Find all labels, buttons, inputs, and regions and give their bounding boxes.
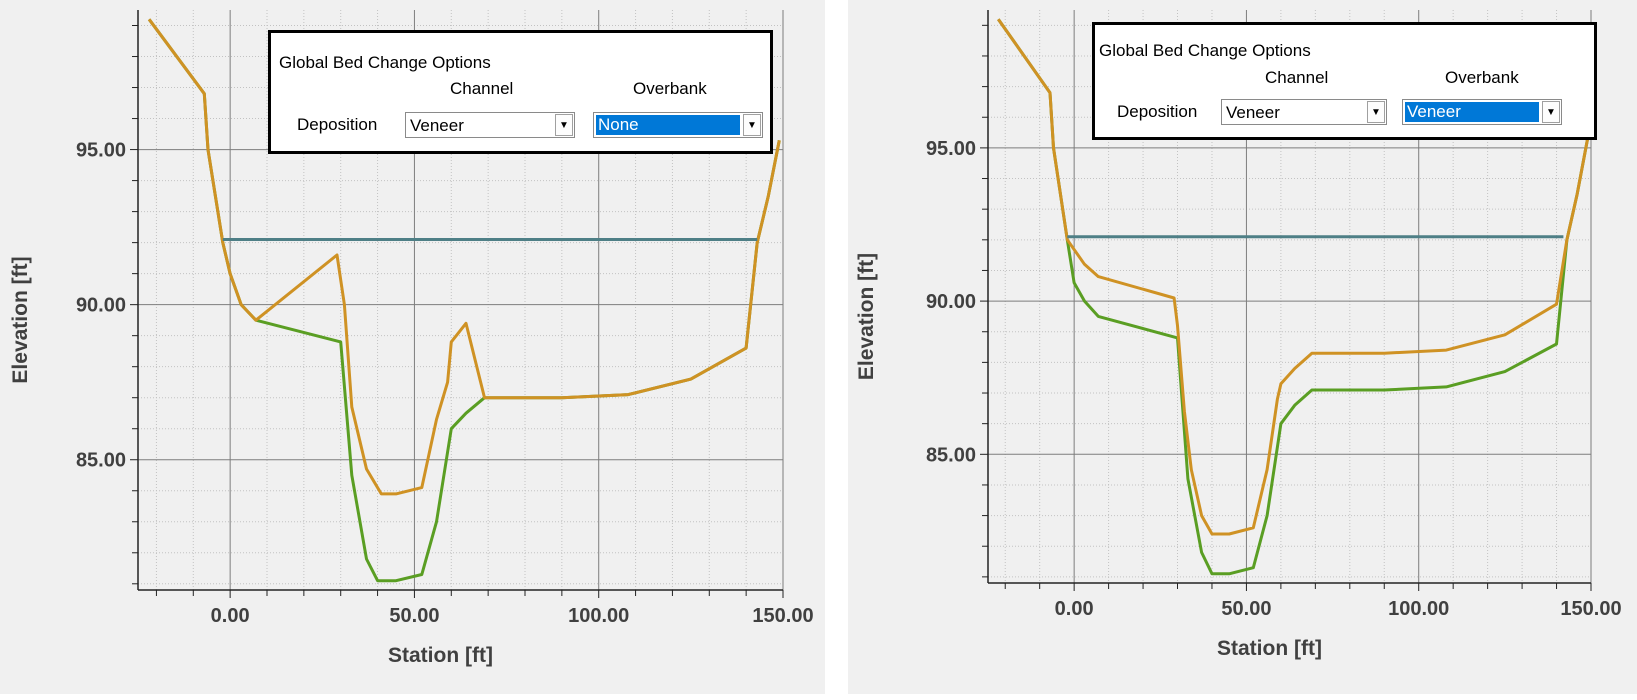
y-tick-label: 90.00 [926, 291, 976, 313]
series-line-after [997, 18, 1590, 536]
x-tick-label: 0.00 [211, 605, 250, 627]
y-tick-label: 95.00 [76, 140, 126, 162]
deposition-label: Deposition [297, 115, 378, 134]
x-axis-title: Station [ft] [1217, 637, 1322, 660]
overbank-column-header: Overbank [633, 79, 707, 98]
chevron-down-icon[interactable]: ▼ [555, 114, 573, 136]
x-axis-title: Station [ft] [388, 644, 493, 667]
options-title: Global Bed Change Options [279, 53, 491, 72]
chevron-down-icon[interactable]: ▼ [743, 114, 761, 136]
overbank-deposition-value: Veneer [1405, 102, 1539, 122]
x-tick-label: 150.00 [752, 605, 813, 627]
y-tick-label: 95.00 [926, 138, 976, 160]
x-tick-label: 100.00 [568, 605, 629, 627]
chevron-down-icon[interactable]: ▼ [1367, 101, 1385, 123]
bed-change-options-panel-left: Global Bed Change Options Channel Overba… [268, 30, 773, 154]
channel-column-header: Channel [450, 79, 514, 98]
series-line-before [997, 18, 1590, 576]
overbank-column-header: Overbank [1445, 68, 1519, 87]
channel-deposition-value: Veneer [410, 116, 464, 135]
overbank-deposition-dropdown[interactable]: None ▼ [593, 112, 763, 138]
y-axis-title: Elevation [ft] [9, 256, 32, 383]
x-tick-label: 50.00 [389, 605, 439, 627]
x-tick-label: 50.00 [1221, 598, 1271, 620]
bed-change-options-panel-right: Global Bed Change Options Channel Overba… [1092, 22, 1597, 140]
x-tick-label: 0.00 [1055, 598, 1094, 620]
channel-column-header: Channel [1265, 68, 1329, 87]
chart-panel-left: 0.00 50.00 100.00 150.00 85.00 90.00 95.00 Stat… [0, 0, 825, 694]
channel-deposition-dropdown[interactable]: Veneer ▼ [405, 112, 575, 138]
options-title: Global Bed Change Options [1099, 41, 1311, 60]
x-tick-label: 100.00 [1388, 598, 1449, 620]
y-tick-label: 90.00 [76, 295, 126, 317]
chart-panel-right: 0.00 50.00 100.00 150.00 85.00 90.00 95.00 Stat… [848, 0, 1637, 694]
chevron-down-icon[interactable]: ▼ [1542, 101, 1560, 123]
y-axis-title: Elevation [ft] [855, 253, 878, 380]
plot-area: 0.00 50.00 100.00 150.00 85.00 90.00 95.00 Stat… [855, 10, 1622, 660]
channel-deposition-value: Veneer [1226, 103, 1280, 122]
channel-deposition-dropdown[interactable]: Veneer ▼ [1221, 99, 1387, 125]
deposition-label: Deposition [1117, 102, 1198, 121]
overbank-deposition-value: None [596, 115, 740, 135]
y-tick-label: 85.00 [76, 450, 126, 472]
overbank-deposition-dropdown[interactable]: Veneer ▼ [1402, 99, 1562, 125]
x-tick-label: 150.00 [1560, 598, 1621, 620]
y-tick-label: 85.00 [926, 444, 976, 466]
cross-section-chart-right: 0.00 50.00 100.00 150.00 85.00 90.00 95.00 Stat… [855, 10, 1622, 660]
series-line-after [147, 18, 781, 496]
